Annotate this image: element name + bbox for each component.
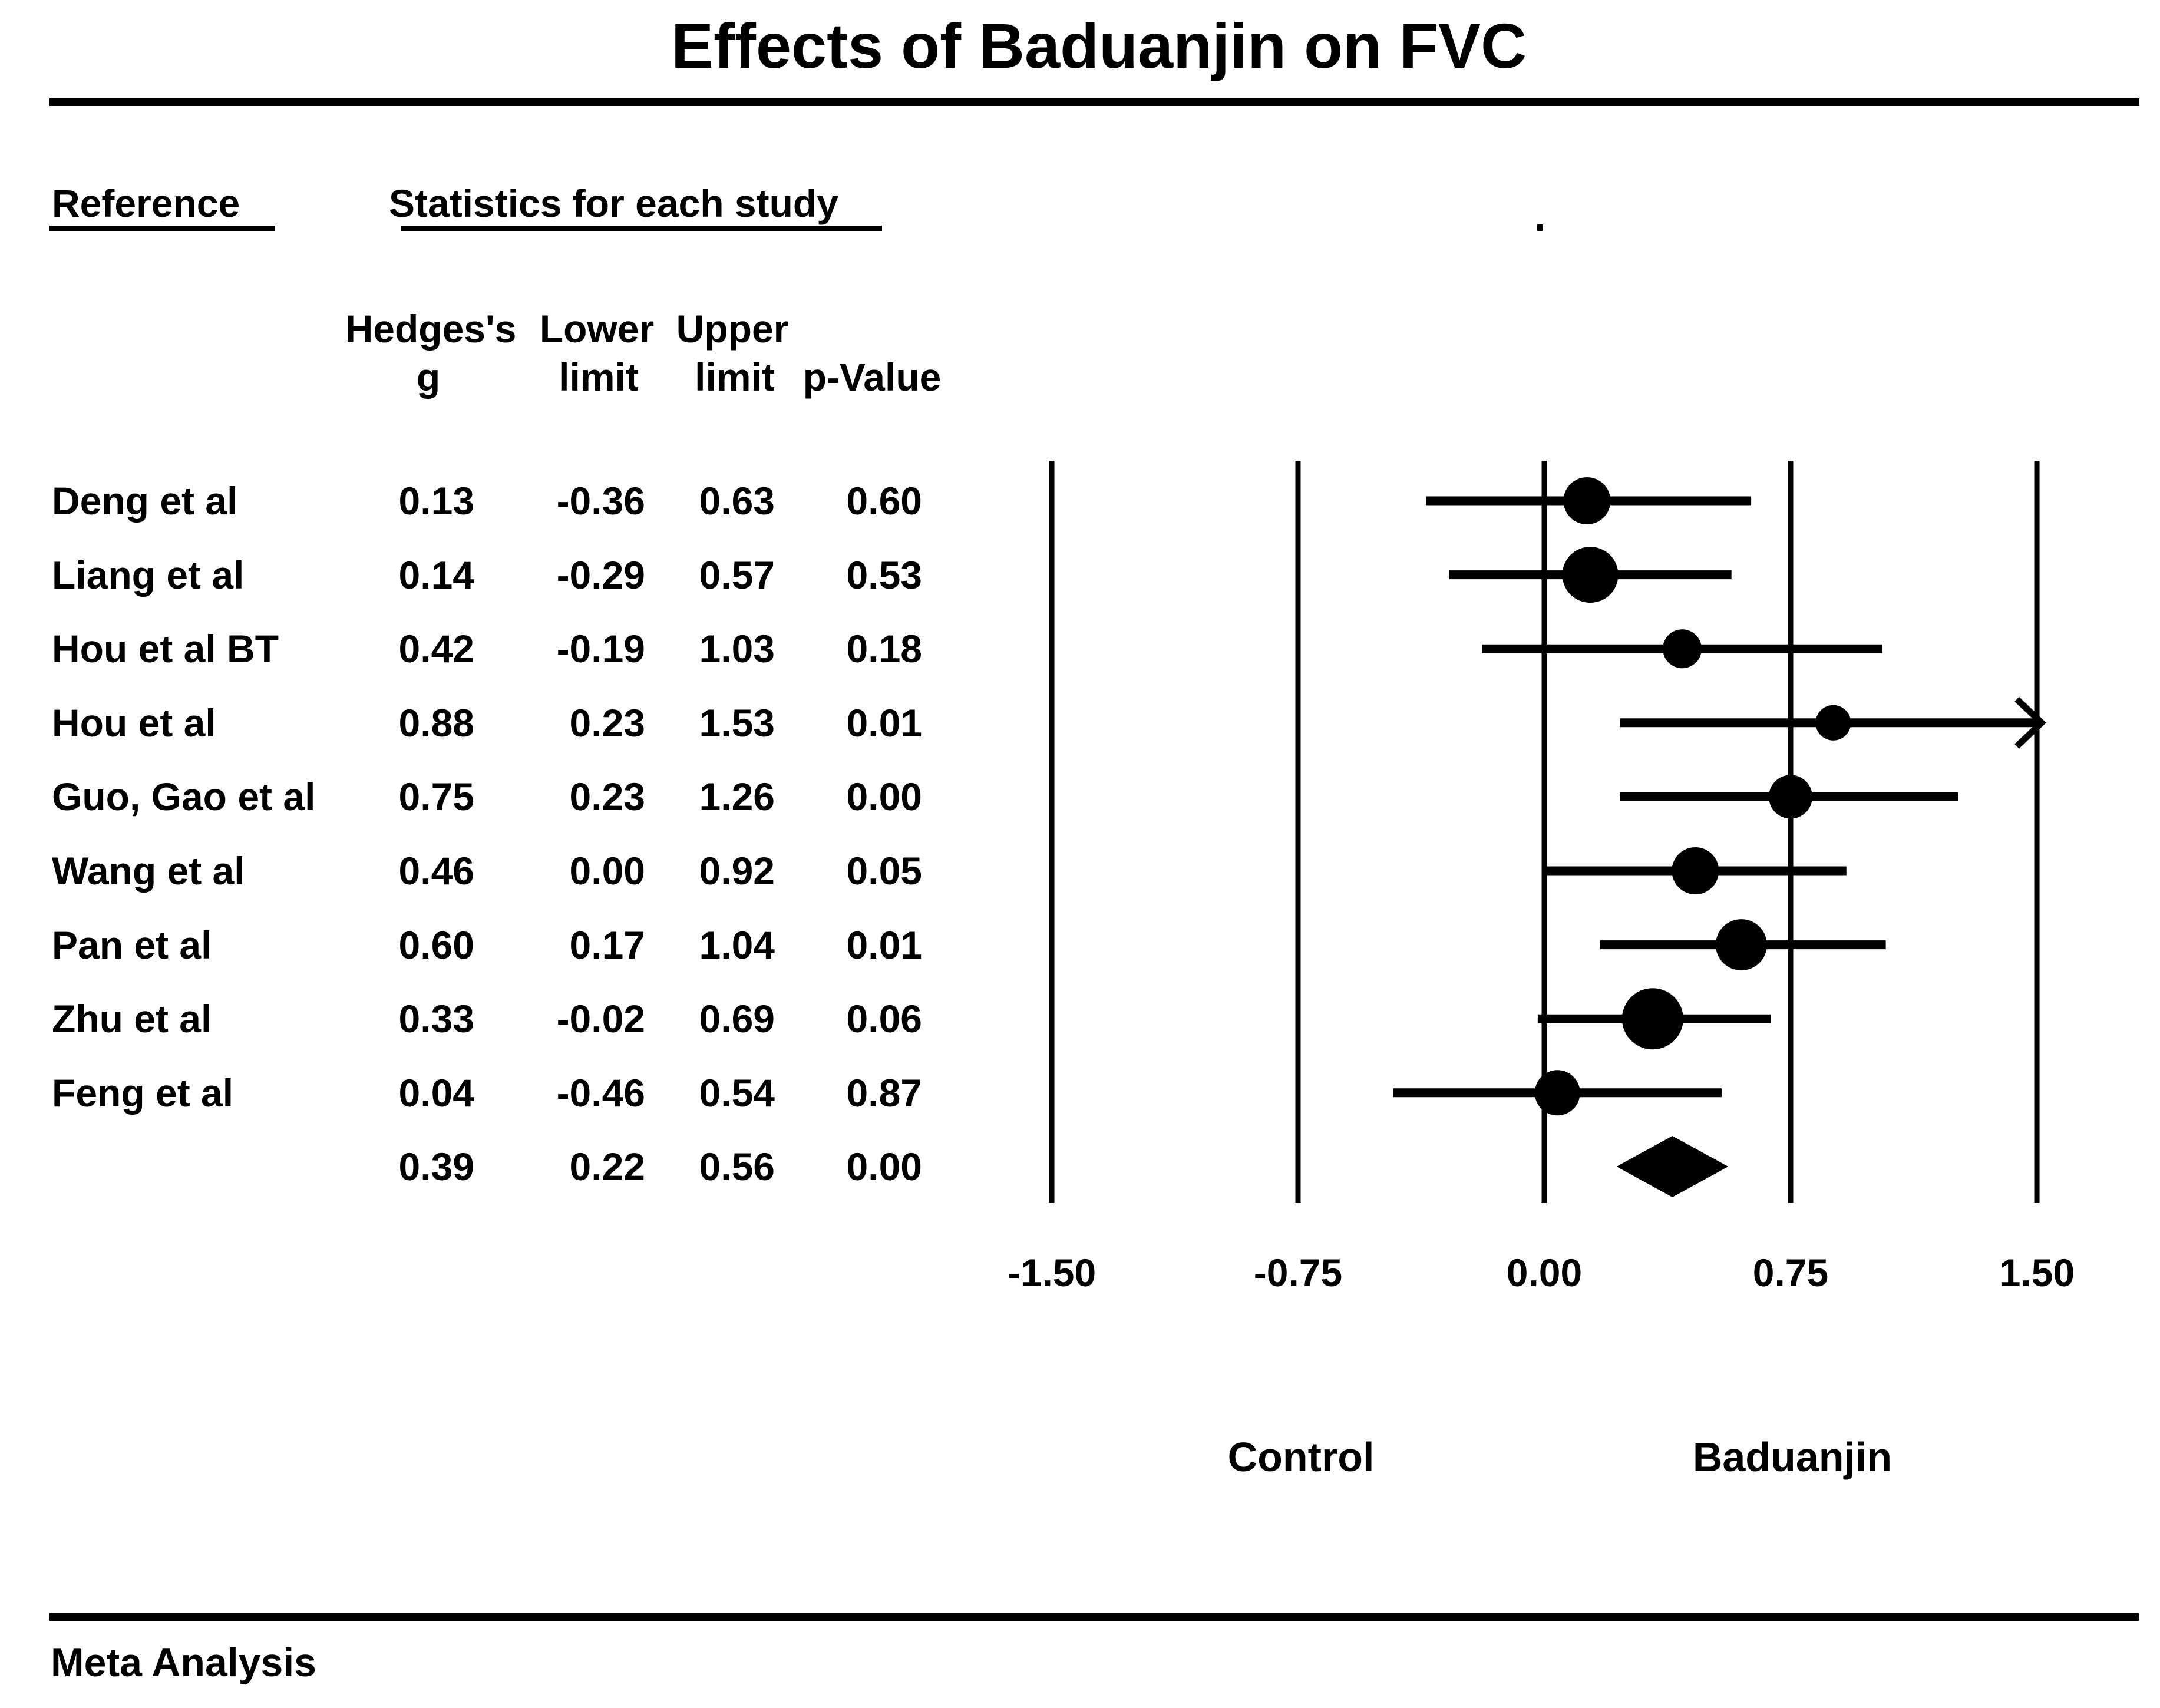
effect-marker bbox=[1621, 988, 1683, 1050]
effect-marker bbox=[1663, 629, 1702, 669]
value-upper: 1.26 bbox=[699, 775, 775, 818]
statistics-section-header: Statistics for each study bbox=[389, 181, 838, 225]
value-lower: -0.02 bbox=[556, 997, 645, 1040]
value-p: 0.87 bbox=[846, 1071, 922, 1115]
right-group-label: Baduanjin bbox=[1692, 1434, 1893, 1480]
value-lower: -0.36 bbox=[556, 479, 645, 523]
effect-marker bbox=[1815, 705, 1851, 741]
value-lower: 0.17 bbox=[569, 923, 645, 967]
value-lower: -0.19 bbox=[556, 627, 645, 670]
effect-marker bbox=[1715, 919, 1767, 971]
study-name: Hou et al bbox=[52, 701, 216, 745]
value-upper: 0.69 bbox=[699, 997, 775, 1040]
value-g: 0.46 bbox=[398, 849, 474, 893]
value-lower: 0.23 bbox=[569, 701, 645, 745]
study-name: Liang et al bbox=[52, 553, 245, 597]
value-p: 0.53 bbox=[846, 553, 922, 597]
top-rule bbox=[49, 98, 2139, 106]
tick-label-0.00: 0.00 bbox=[1506, 1251, 1583, 1294]
study-name: Hou et al BT bbox=[52, 627, 279, 670]
value-upper: 0.92 bbox=[699, 849, 775, 893]
study-name: Zhu et al bbox=[52, 997, 212, 1040]
value-p: 0.60 bbox=[846, 479, 922, 523]
value-g: 0.13 bbox=[398, 479, 474, 523]
bottom-rule bbox=[49, 1613, 2139, 1621]
value-lower: -0.46 bbox=[556, 1071, 645, 1115]
study-name: Feng et al bbox=[52, 1071, 234, 1115]
column-header-lower: Lower bbox=[539, 307, 655, 351]
value-g: 0.14 bbox=[398, 553, 474, 597]
value-g: 0.42 bbox=[398, 627, 474, 670]
study-name: Wang et al bbox=[52, 849, 245, 893]
value-p: 0.18 bbox=[846, 627, 922, 670]
value-upper: 0.56 bbox=[699, 1145, 775, 1188]
value-upper: 1.04 bbox=[699, 923, 775, 967]
value-upper: 0.54 bbox=[699, 1071, 775, 1115]
summary-diamond bbox=[1616, 1136, 1729, 1197]
column-header-upper-limit: limit bbox=[695, 355, 775, 399]
study-name: Guo, Gao et al bbox=[52, 775, 316, 818]
study-name: Deng et al bbox=[52, 479, 238, 523]
value-g: 0.88 bbox=[398, 701, 474, 745]
effect-marker bbox=[1672, 847, 1719, 894]
tick-label-0.75: 0.75 bbox=[1752, 1251, 1829, 1294]
reference-underline bbox=[49, 226, 275, 231]
effect-marker bbox=[1563, 477, 1611, 524]
tick-label--0.75: -0.75 bbox=[1253, 1251, 1343, 1294]
footer-label: Meta Analysis bbox=[51, 1640, 316, 1685]
value-p: 0.00 bbox=[846, 1145, 922, 1188]
effect-marker bbox=[1562, 547, 1619, 603]
value-lower: 0.23 bbox=[569, 775, 645, 818]
tick-label--1.50: -1.50 bbox=[1007, 1251, 1096, 1294]
effect-marker bbox=[1534, 1070, 1580, 1116]
value-upper: 0.57 bbox=[699, 553, 775, 597]
reference-column-header: Reference bbox=[52, 181, 240, 225]
value-lower: -0.29 bbox=[556, 553, 645, 597]
value-p: 0.06 bbox=[846, 997, 922, 1040]
arrow-head-icon bbox=[2014, 696, 2046, 749]
column-header-hedges: Hedges's bbox=[345, 307, 517, 351]
value-g: 0.75 bbox=[398, 775, 474, 818]
value-p: 0.00 bbox=[846, 775, 922, 818]
value-lower: 0.00 bbox=[569, 849, 645, 893]
page-title: Effects of Baduanjin on FVC bbox=[671, 10, 1527, 81]
value-g: 0.39 bbox=[398, 1145, 474, 1188]
column-header-lower-limit: limit bbox=[559, 355, 639, 399]
value-p: 0.01 bbox=[846, 923, 922, 967]
effect-marker bbox=[1768, 775, 1812, 819]
column-header-pvalue: p-Value bbox=[802, 355, 942, 399]
left-group-label: Control bbox=[1227, 1434, 1375, 1480]
column-header-upper: Upper bbox=[676, 307, 789, 351]
stray-dot bbox=[1537, 224, 1543, 231]
value-p: 0.01 bbox=[846, 701, 922, 745]
study-name: Pan et al bbox=[52, 923, 212, 967]
value-p: 0.05 bbox=[846, 849, 922, 893]
tick-label-1.50: 1.50 bbox=[1999, 1251, 2075, 1294]
value-upper: 1.03 bbox=[699, 627, 775, 670]
column-header-g: g bbox=[416, 355, 441, 399]
value-g: 0.04 bbox=[398, 1071, 474, 1115]
statistics-underline bbox=[401, 226, 882, 231]
value-upper: 1.53 bbox=[699, 701, 775, 745]
value-upper: 0.63 bbox=[699, 479, 775, 523]
value-lower: 0.22 bbox=[569, 1145, 645, 1188]
value-g: 0.60 bbox=[398, 923, 474, 967]
value-g: 0.33 bbox=[398, 997, 474, 1040]
